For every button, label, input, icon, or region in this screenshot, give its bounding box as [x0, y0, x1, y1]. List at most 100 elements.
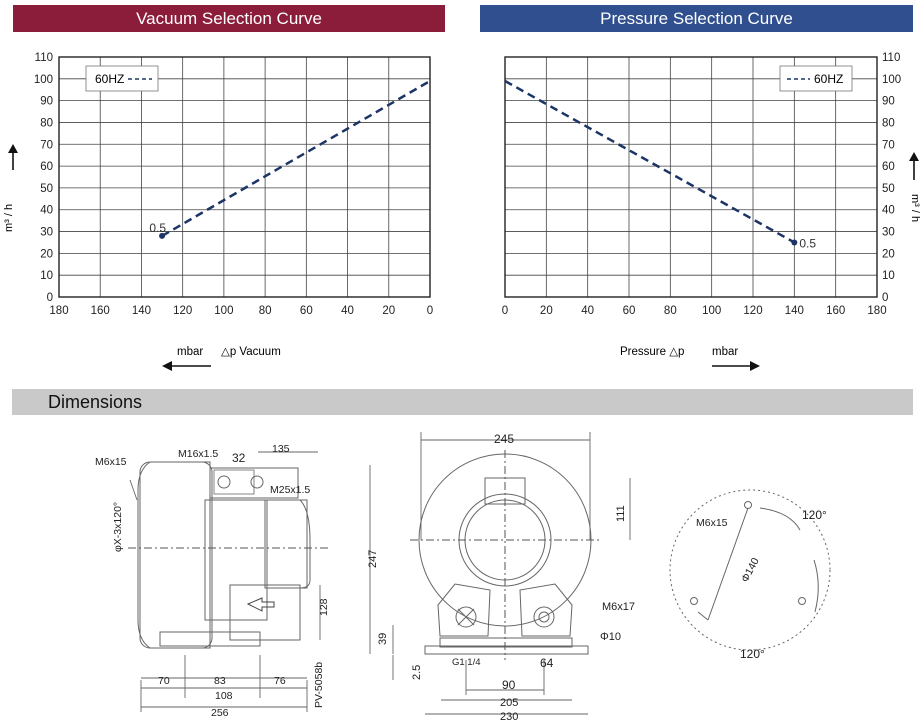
- pre-x-tick-2: 40: [581, 305, 594, 317]
- pre-x-tick-3: 60: [623, 305, 636, 317]
- pre-y-tick-5: 50: [882, 183, 895, 195]
- side-view-drawing: [128, 461, 330, 649]
- flange-view-labels: M6x15 120° Φ140 120°: [696, 508, 827, 661]
- side-108-label: 108: [215, 690, 233, 702]
- front-230-label: 230: [500, 711, 518, 722]
- side-76-label: 76: [274, 675, 286, 687]
- pre-y-tick-3: 30: [882, 227, 895, 239]
- side-83-label: 83: [214, 675, 226, 687]
- vacuum-x-arrow-head: [162, 361, 172, 371]
- pre-y-tick-8: 80: [882, 117, 895, 129]
- vac-x-tick-1: 160: [91, 305, 110, 317]
- vac-y-tick-1: 10: [40, 270, 53, 282]
- pre-y-tick-2: 20: [882, 248, 895, 260]
- side-m25-label: M25x1.5: [270, 484, 310, 496]
- pressure-y-axis-label: m³ / h: [909, 194, 921, 222]
- pre-y-tick-11: 110: [882, 52, 900, 64]
- vacuum-y-arrow-head: [8, 144, 18, 153]
- vac-y-tick-11: 110: [35, 52, 53, 64]
- flange-m6x15-label: M6x15: [696, 517, 728, 529]
- side-phi-label: φX-3x120°: [112, 502, 124, 552]
- pre-x-tick-7: 140: [785, 305, 804, 317]
- pre-x-tick-0: 0: [502, 305, 508, 317]
- front-view-drawing: [410, 450, 600, 660]
- side-128-label: 128: [318, 598, 330, 616]
- side-view-dimension-lines: [129, 451, 321, 712]
- front-phi10-label: Φ10: [600, 631, 621, 643]
- pressure-series-60hz-line: [504, 79, 795, 244]
- front-90-label: 90: [502, 678, 516, 692]
- vac-x-tick-8: 20: [382, 305, 395, 317]
- front-205-label: 205: [500, 697, 518, 709]
- side-135-label: 135: [272, 443, 290, 455]
- pre-y-tick-0: 0: [882, 292, 888, 304]
- pre-x-tick-1: 20: [540, 305, 553, 317]
- vac-x-tick-3: 120: [173, 305, 192, 317]
- vac-y-tick-2: 20: [40, 248, 53, 260]
- pressure-y-arrow-head: [909, 152, 919, 161]
- vac-x-tick-4: 100: [214, 305, 233, 317]
- pre-x-tick-9: 180: [867, 305, 886, 317]
- vac-x-tick-9: 0: [427, 305, 433, 317]
- front-64-label: 64: [540, 656, 554, 670]
- pressure-series-point: [791, 239, 798, 246]
- side-m16-label: M16x1.5: [178, 448, 218, 460]
- front-39-label: 39: [377, 633, 389, 645]
- front-view-labels: 245 111 247 M6x17 39 Φ10 G1 1/4 64 2.5 9…: [367, 432, 635, 722]
- vac-x-tick-6: 60: [300, 305, 313, 317]
- pressure-banner: Pressure Selection Curve: [480, 5, 913, 32]
- vac-x-tick-5: 80: [259, 305, 272, 317]
- pre-x-tick-5: 100: [702, 305, 721, 317]
- vacuum-annotation: 0.5: [149, 221, 166, 235]
- vacuum-x-label-left: mbar: [177, 346, 203, 358]
- pressure-chart: 0 10 20 30 40 50 60 70 80 90 100 110 0 20 40 60 80 100 12…: [502, 52, 921, 371]
- vac-x-tick-0: 180: [49, 305, 68, 317]
- pre-y-tick-10: 100: [882, 74, 901, 86]
- side-70-label: 70: [158, 675, 170, 687]
- flange-angle-top-label: 120°: [802, 508, 827, 522]
- flange-angle-bottom-label: 120°: [740, 647, 765, 661]
- flange-phi140-label: Φ140: [739, 556, 762, 585]
- pre-y-tick-6: 60: [882, 161, 895, 173]
- vac-y-tick-9: 90: [40, 96, 53, 108]
- pre-y-tick-4: 40: [882, 205, 895, 217]
- front-m6x17-label: M6x17: [602, 601, 635, 613]
- vac-x-tick-7: 40: [341, 305, 354, 317]
- side-256-label: 256: [211, 707, 229, 719]
- pressure-annotation: 0.5: [799, 236, 816, 250]
- vac-x-tick-2: 140: [132, 305, 151, 317]
- vac-plot-frame: [58, 56, 431, 298]
- front-245-label: 245: [494, 432, 514, 446]
- side-m6x15-label: M6x15: [95, 456, 127, 468]
- front-view-dimension-lines: [369, 432, 631, 715]
- pre-y-tick-1: 10: [882, 270, 895, 282]
- flange-view-drawing: [669, 489, 831, 651]
- front-111-label: 111: [615, 505, 627, 522]
- pre-y-tick-9: 90: [882, 96, 895, 108]
- pressure-legend-label: 60HZ: [814, 72, 843, 86]
- vacuum-chart: 0 10 20 30 40 50 60 70 80 90 100 110 180 160 140 120 10…: [3, 52, 433, 371]
- pre-x-tick-8: 160: [826, 305, 845, 317]
- dimensions-banner: Dimensions: [12, 389, 913, 415]
- pressure-x-arrow-head: [750, 361, 760, 371]
- vac-y-tick-5: 50: [40, 183, 53, 195]
- pressure-legend: [779, 65, 853, 92]
- vac-y-tick-0: 0: [47, 292, 53, 304]
- vac-y-tick-10: 100: [34, 74, 53, 86]
- pre-plot-frame: [504, 56, 878, 298]
- front-247-label: 247: [367, 550, 379, 568]
- front-g1-label: G1 1/4: [452, 657, 481, 668]
- pressure-x-label-right: mbar: [712, 346, 738, 358]
- vacuum-legend-label: 60HZ: [95, 72, 124, 86]
- vac-y-tick-3: 30: [40, 227, 53, 239]
- vac-y-tick-4: 40: [40, 205, 53, 217]
- vacuum-series-60hz-line: [161, 79, 431, 237]
- pre-y-tick-7: 70: [882, 139, 895, 151]
- side-model-label: PV-5058b: [313, 662, 325, 708]
- side-view-labels: M6x15 M16x1.5 32 135 M25x1.5 φX-3x120° 1…: [95, 443, 330, 719]
- vacuum-y-axis-label: m³ / h: [3, 204, 15, 232]
- front-2-5-label: 2.5: [411, 665, 423, 680]
- side-32-label: 32: [232, 451, 246, 465]
- vac-y-tick-8: 80: [40, 117, 53, 129]
